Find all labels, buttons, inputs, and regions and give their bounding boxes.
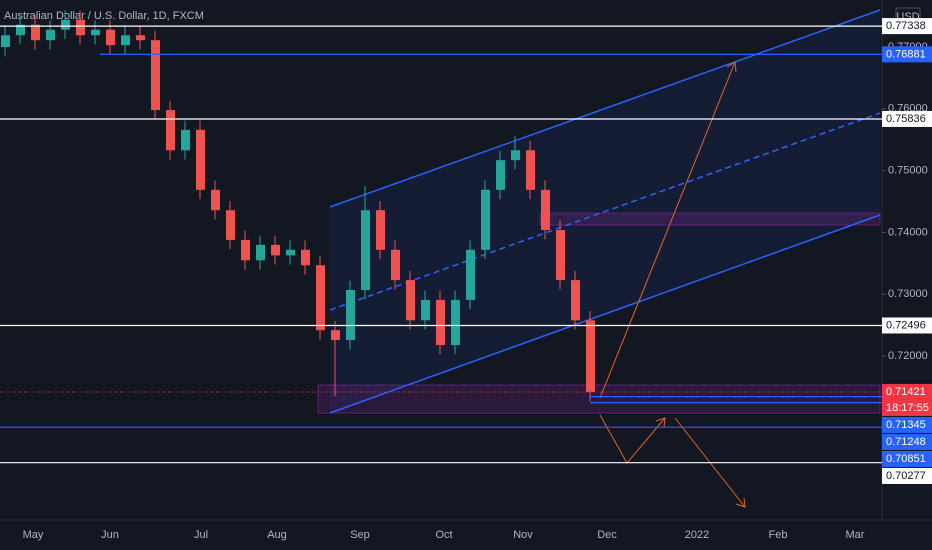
candle-body — [1, 35, 10, 47]
candle-body — [346, 289, 355, 341]
x-tick-label: Oct — [435, 529, 452, 541]
chart-title: Australian Dollar / U.S. Dollar, 1D, FXC… — [4, 10, 204, 22]
price-label-box — [882, 383, 932, 400]
drawings — [317, 9, 881, 508]
candle-body — [571, 280, 580, 321]
candle-body — [136, 35, 145, 41]
candle-body — [406, 280, 415, 321]
y-tick-label: 0.73000 — [888, 288, 928, 300]
price-label-box — [882, 450, 932, 467]
price-label-box — [882, 467, 932, 484]
candle-body — [61, 19, 70, 30]
arrow-head — [726, 61, 737, 73]
candle-body — [106, 29, 115, 46]
candle-body — [151, 40, 160, 111]
candle-body — [436, 299, 445, 346]
countdown: 18:17:55 — [886, 402, 929, 414]
price-label: 0.71345 — [886, 419, 926, 431]
price-label-box — [882, 18, 932, 35]
y-tick-label: 0.72000 — [888, 350, 928, 362]
price-label-box — [882, 317, 932, 334]
x-tick-label: Jul — [194, 529, 208, 541]
x-tick-label: Aug — [267, 529, 287, 541]
channel-mid — [329, 112, 881, 311]
candle-body — [166, 110, 175, 151]
candle-body — [181, 129, 190, 151]
candle-body — [481, 189, 490, 250]
price-label: 0.77338 — [886, 20, 926, 32]
candle-body — [91, 29, 100, 36]
channel-line — [329, 9, 881, 208]
candle-body — [361, 210, 370, 290]
price-label-box — [882, 110, 932, 127]
y-tick-label: 0.74000 — [888, 226, 928, 238]
candle-body — [196, 129, 205, 190]
x-tick-label: 2022 — [685, 529, 709, 541]
candle-body — [526, 150, 535, 190]
x-tick-label: Feb — [769, 529, 788, 541]
arrow-head — [735, 497, 746, 508]
candle-body — [46, 29, 55, 41]
price-label: 0.70851 — [886, 453, 926, 465]
candle-body — [256, 244, 265, 261]
x-tick-label: Sep — [350, 529, 370, 541]
x-tick-label: Jun — [101, 529, 119, 541]
candle-body — [391, 249, 400, 281]
zone — [317, 384, 881, 414]
candle-body — [556, 230, 565, 281]
candle-body — [226, 210, 235, 240]
arrow — [599, 61, 736, 399]
candle-body — [376, 210, 385, 250]
x-tick-label: Dec — [597, 529, 617, 541]
x-tick-label: Nov — [513, 529, 533, 541]
candle-body — [331, 330, 340, 341]
candle-body — [271, 244, 280, 256]
candle-body — [511, 150, 520, 161]
y-tick-label: 0.75000 — [888, 165, 928, 177]
price-label: 0.70277 — [886, 470, 926, 482]
price-label-box — [882, 416, 932, 433]
zone — [539, 212, 881, 226]
candle-body — [76, 19, 85, 36]
candle-body — [496, 160, 505, 190]
x-tick-label: Mar — [846, 529, 865, 541]
candle-body — [16, 24, 25, 36]
candle-body — [241, 239, 250, 261]
candle-body — [301, 249, 310, 266]
candle-body — [421, 299, 430, 321]
candle-body — [466, 249, 475, 300]
channel-line — [329, 214, 881, 414]
price-label-box — [882, 46, 932, 63]
price-label: 0.71248 — [886, 436, 926, 448]
price-label-box — [882, 433, 932, 450]
candle-body — [451, 299, 460, 346]
price-label: 0.75836 — [886, 113, 926, 125]
candle-body — [586, 320, 595, 393]
price-label: 0.72496 — [886, 319, 926, 331]
candle-body — [121, 35, 130, 46]
candle-body — [211, 189, 220, 211]
arrow-head — [655, 417, 666, 428]
candle-body — [316, 265, 325, 331]
countdown-box — [882, 399, 932, 416]
candle-body — [541, 189, 550, 231]
candle-body — [31, 24, 40, 41]
x-tick-label: May — [23, 529, 44, 541]
price-label: 0.71421 — [886, 386, 926, 398]
candle-body — [286, 249, 295, 256]
price-label: 0.76881 — [886, 48, 926, 60]
